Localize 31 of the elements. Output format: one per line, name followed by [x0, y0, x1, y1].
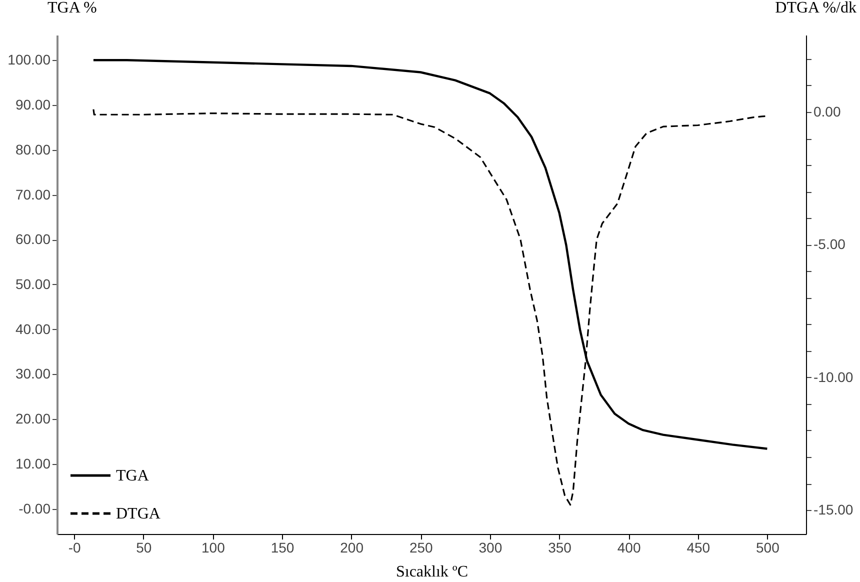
x-tick-label: 300 — [478, 540, 502, 556]
x-tick-label: 50 — [136, 540, 152, 556]
y-tick-label: 20.00 — [15, 410, 51, 427]
x-tick-label: 150 — [270, 540, 294, 556]
y-tick-label: 10.00 — [15, 455, 51, 472]
x-tick-label: 500 — [756, 540, 780, 556]
x-tick-label: -0 — [68, 540, 81, 556]
y-tick-label: 40.00 — [15, 320, 51, 337]
y2-tick-label: -10.00 — [814, 368, 854, 385]
x-tick-label: 350 — [548, 540, 572, 556]
legend-label: TGA — [116, 468, 150, 484]
x-axis-title: Sıcaklık ºC — [396, 564, 468, 580]
x-tick-label: 250 — [409, 540, 434, 556]
y2-axis-title: DTGA %/dk — [775, 0, 856, 16]
x-tick-label: 450 — [686, 540, 710, 556]
y-tick-label: 50.00 — [15, 276, 51, 292]
y2-tick-label: -5.00 — [814, 236, 846, 252]
x-tick-label: 400 — [617, 540, 641, 556]
y2-tick-label: 0.00 — [814, 103, 841, 120]
y2-tick-label: -15.00 — [814, 502, 854, 518]
y-tick-label: 80.00 — [15, 141, 51, 158]
x-tick-label: 200 — [340, 540, 364, 556]
y-tick-label: 30.00 — [15, 366, 51, 382]
y-tick-label: 100.00 — [8, 52, 51, 68]
y-tick-label: 60.00 — [15, 231, 51, 248]
y-tick-label: 90.00 — [15, 96, 51, 113]
x-tick-label: 100 — [202, 540, 226, 556]
y-tick-label: -0.00 — [18, 500, 51, 516]
y-axis-title: TGA % — [48, 0, 97, 16]
legend-label: DTGA — [116, 506, 161, 522]
y-tick-label: 70.00 — [15, 186, 51, 202]
